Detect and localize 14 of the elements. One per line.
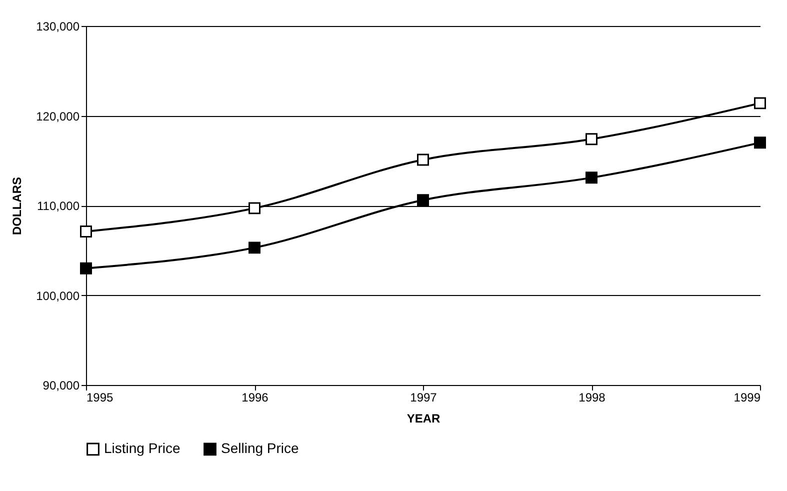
x-axis-title: YEAR [406,412,440,426]
legend-label: Listing Price [104,440,180,456]
x-tick-label: 1996 [242,390,269,404]
x-tick-label: 1995 [86,390,114,404]
x-tick-label: 1997 [410,390,438,404]
y-tick-label: 100,000 [36,288,80,303]
x-tick-label: 1998 [578,390,606,404]
y-axis-title: DOLLARS [10,177,24,235]
y-tick-label: 120,000 [36,109,80,124]
y-tick-label: 130,000 [36,20,80,34]
y-tick-label: 90,000 [42,378,80,392]
y-tick-label: 110,000 [37,199,80,213]
x-tick-label: 1999 [734,390,761,404]
legend-label: Selling Price [221,440,300,456]
